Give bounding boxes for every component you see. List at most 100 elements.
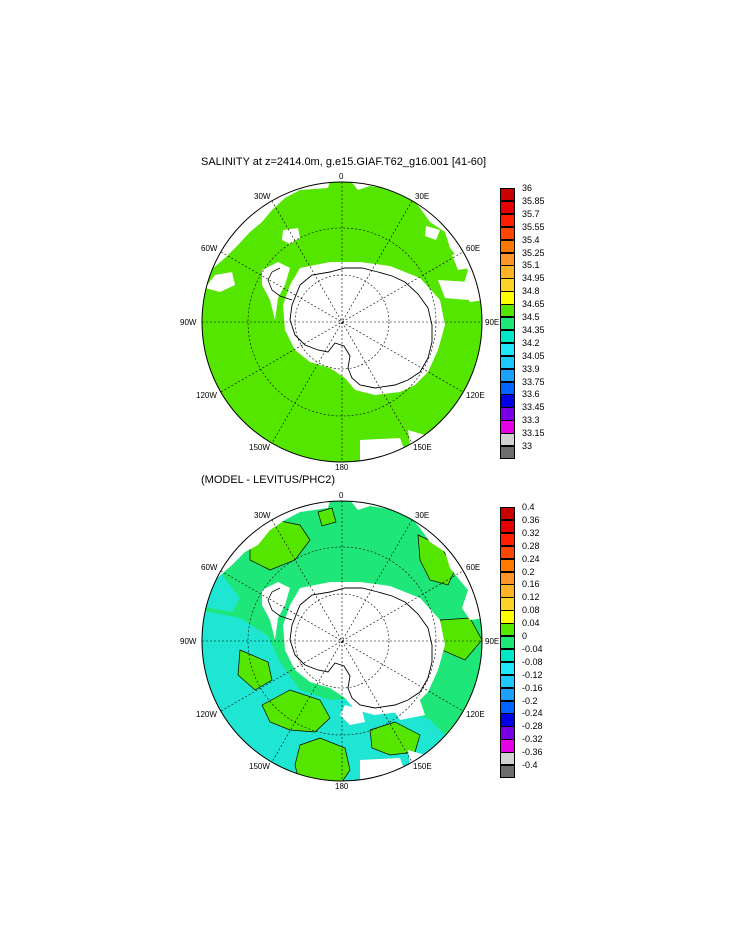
colorbar-tick-label: 34.2	[522, 337, 540, 348]
panel-2-lon-60w: 60W	[201, 563, 218, 572]
colorbar-tick-label: 0.04	[522, 618, 540, 629]
panel-2-lon-90e: 90E	[485, 637, 500, 646]
colorbar-swatch	[500, 610, 515, 624]
panel-1-lon-90w: 90W	[180, 318, 197, 327]
colorbar-tick-label: 35.7	[522, 208, 540, 219]
colorbar-swatch	[500, 239, 515, 253]
colorbar-tick-label: 0.08	[522, 605, 540, 616]
colorbar-swatch	[500, 584, 515, 598]
colorbar-swatch	[500, 739, 515, 753]
colorbar-tick-label: -0.08	[522, 656, 543, 667]
colorbar-swatch	[500, 342, 515, 357]
panel-1-lon-120e: 120E	[466, 391, 485, 400]
colorbar-tick-label: -0.16	[522, 682, 543, 693]
colorbar-swatch	[500, 446, 515, 460]
colorbar-tick-label: 36	[522, 183, 533, 193]
panel-2-lon-150e: 150E	[413, 762, 432, 771]
colorbar-tick-label: 35.4	[522, 234, 540, 245]
colorbar-tick-label: 0.12	[522, 592, 540, 603]
colorbar-swatch	[500, 623, 515, 637]
colorbar-tick-label: 0	[522, 631, 528, 641]
colorbar-tick-label: 0.2	[522, 566, 535, 577]
panel-1-antarctica-outline	[289, 267, 433, 389]
colorbar-tick-label: -0.28	[522, 721, 543, 732]
colorbar-swatch	[500, 532, 515, 547]
colorbar-swatch	[500, 368, 515, 382]
colorbar-swatch	[500, 700, 515, 714]
panel-1-lon-0: 0	[339, 172, 344, 181]
panel-2-lon-30w: 30W	[254, 511, 271, 520]
colorbar-swatch	[500, 355, 515, 370]
colorbar-tick-label: -0.12	[522, 669, 543, 680]
colorbar-swatch	[500, 687, 515, 701]
colorbar-swatch	[500, 407, 515, 421]
panel-1-lon-30w: 30W	[254, 192, 271, 201]
colorbar-tick-label: 0.16	[522, 579, 540, 590]
panel-2-lon-180: 180	[335, 782, 349, 791]
panel-1-title: SALINITY at z=2414.0m, g.e15.GIAF.T62_g1…	[201, 156, 487, 168]
colorbar-swatch	[500, 317, 515, 331]
colorbar-swatch	[500, 674, 515, 689]
colorbar-tick-label: -0.24	[522, 708, 543, 719]
colorbar-tick-label: 0.28	[522, 540, 540, 551]
colorbar-tick-label: 35.55	[522, 221, 545, 232]
colorbar-swatch	[500, 519, 515, 534]
panel-2-lon-30e: 30E	[415, 511, 430, 520]
colorbar-swatch	[500, 545, 515, 560]
colorbar-swatch	[500, 252, 515, 266]
colorbar-swatch	[500, 329, 515, 344]
colorbar-tick-label: 34.95	[522, 273, 545, 284]
panel-1-lon-150e: 150E	[413, 443, 432, 452]
panel-2-title: (MODEL - LEVITUS/PHC2)	[201, 474, 336, 486]
colorbar-swatch	[500, 200, 515, 215]
colorbar-swatch	[500, 558, 515, 572]
colorbar-tick-label: 35.25	[522, 247, 545, 258]
colorbar-swatch	[500, 597, 515, 611]
panel-2-lon-90w: 90W	[180, 637, 197, 646]
colorbar-tick-label: 34.8	[522, 286, 540, 297]
colorbar-swatch	[500, 636, 515, 650]
panel-2-lon-150w: 150W	[249, 762, 270, 771]
colorbar-tick-label: 0.24	[522, 553, 540, 564]
colorbar-tick-label: 0.36	[522, 514, 540, 525]
panel-1-lon-90e: 90E	[485, 318, 500, 327]
colorbar-tick-label: 35.1	[522, 260, 540, 271]
colorbar-tick-label: 33.9	[522, 363, 540, 374]
colorbar-tick-label: 33.6	[522, 389, 540, 400]
colorbar-tick-label: -0.36	[522, 747, 543, 758]
panel-1-lon-150w: 150W	[249, 443, 270, 452]
colorbar-tick-label: 34.05	[522, 350, 545, 361]
colorbar-tick-label: 33.15	[522, 428, 545, 439]
panel-2-graticule	[202, 501, 482, 781]
colorbar-tick-label: 34.65	[522, 299, 545, 310]
panel-1-lon-60w: 60W	[201, 244, 218, 253]
panel-1-lon-120w: 120W	[196, 391, 217, 400]
colorbar-swatch	[500, 752, 515, 766]
panel-2-lon-60e: 60E	[466, 563, 481, 572]
colorbar-swatch	[500, 713, 515, 727]
colorbar-swatch	[500, 661, 515, 676]
colorbar-swatch	[500, 726, 515, 740]
colorbar-tick-label: 34.35	[522, 324, 545, 335]
colorbar-swatch	[500, 265, 515, 279]
colorbar-swatch	[500, 765, 515, 779]
colorbar-tick-label: 34.5	[522, 312, 540, 322]
colorbar-swatch	[500, 433, 515, 447]
panel-2-lon-0: 0	[339, 491, 344, 500]
panel-1-graticule	[202, 182, 482, 462]
colorbar-swatch	[500, 648, 515, 663]
panel-2-antarctica-outline	[289, 587, 433, 709]
panel-1-lon-180: 180	[335, 463, 349, 472]
colorbar-swatch	[500, 304, 515, 318]
colorbar-tick-label: 33.3	[522, 415, 540, 426]
colorbar-tick-label: -0.2	[522, 695, 538, 706]
panel-2-lon-120w: 120W	[196, 710, 217, 719]
colorbar-tick-label: 35.85	[522, 195, 545, 206]
colorbar-tick-label: 33	[522, 441, 533, 451]
colorbar-swatch	[500, 571, 515, 585]
colorbar-swatch	[500, 291, 515, 305]
colorbar-swatch	[500, 394, 515, 408]
colorbar-tick-label: 33.45	[522, 402, 545, 413]
panel-1-lon-30e: 30E	[415, 192, 430, 201]
colorbar-tick-label: -0.32	[522, 734, 543, 745]
